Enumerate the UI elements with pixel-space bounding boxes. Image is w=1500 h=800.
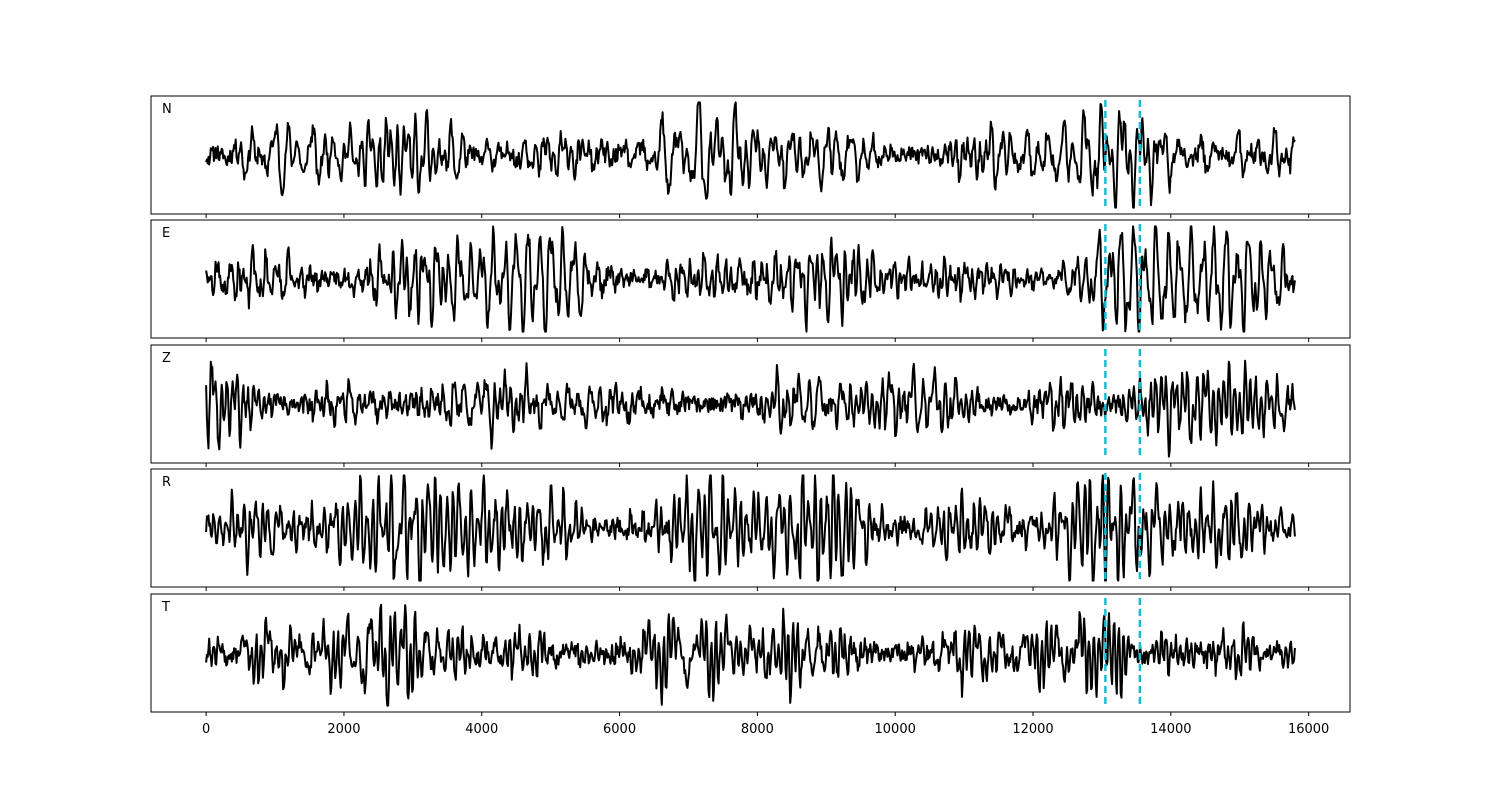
panel-label: R: [162, 475, 171, 490]
trace-r: [205, 474, 1296, 582]
x-tick-label: 16000: [1288, 722, 1329, 737]
x-tick-label: 2000: [327, 722, 360, 737]
panel-frame: [150, 219, 1351, 339]
trace-t: [205, 603, 1296, 707]
x-tick-label: 0: [202, 722, 210, 737]
panel-frame: [150, 95, 1351, 215]
x-tick-label: 6000: [603, 722, 636, 737]
panel-frame: [150, 344, 1351, 464]
panel-label: N: [162, 102, 172, 117]
x-tick-label: 8000: [741, 722, 774, 737]
x-tick-label: 4000: [465, 722, 498, 737]
panels-group: N E Z R T: [150, 95, 1351, 716]
panel-n: N: [150, 95, 1351, 218]
panel-label: Z: [162, 351, 171, 366]
panel-z: Z: [150, 344, 1351, 467]
trace-e: [205, 225, 1296, 333]
panel-label: T: [161, 600, 170, 615]
panel-r: R: [150, 468, 1351, 591]
x-tick-label: 12000: [1012, 722, 1053, 737]
panel-frame: [150, 468, 1351, 588]
trace-n: [205, 101, 1296, 209]
x-tick-label: 10000: [875, 722, 916, 737]
panel-e: E: [150, 219, 1351, 342]
x-axis: 0 2000 4000 6000 8000 10000 12000 14000 16000: [202, 722, 1329, 737]
panel-frame: [150, 593, 1351, 713]
panel-t: T: [150, 593, 1351, 716]
x-tick-label: 14000: [1150, 722, 1191, 737]
trace-z: [205, 359, 1296, 458]
panel-label: E: [162, 226, 170, 241]
